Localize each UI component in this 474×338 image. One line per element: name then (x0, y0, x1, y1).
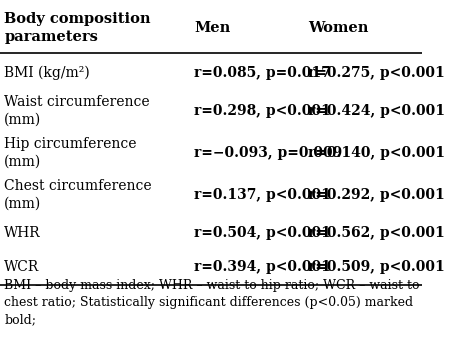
Text: r=0.137, p<0.001: r=0.137, p<0.001 (194, 188, 331, 201)
Text: BMI – body mass index; WHR – waist to hip ratio; WCR – waist to
chest ratio; Sta: BMI – body mass index; WHR – waist to hi… (4, 280, 419, 327)
Text: WHR: WHR (4, 226, 41, 240)
Text: Body composition
parameters: Body composition parameters (4, 12, 151, 44)
Text: r=0.298, p<0.001: r=0.298, p<0.001 (194, 104, 331, 118)
Text: Men: Men (194, 21, 230, 35)
Text: r=0.292, p<0.001: r=0.292, p<0.001 (308, 188, 445, 201)
Text: r=0.085, p=0.017: r=0.085, p=0.017 (194, 66, 331, 80)
Text: WCR: WCR (4, 260, 39, 274)
Text: Waist circumference
(mm): Waist circumference (mm) (4, 95, 150, 126)
Text: Women: Women (308, 21, 369, 35)
Text: Chest circumference
(mm): Chest circumference (mm) (4, 179, 152, 210)
Text: Hip circumference
(mm): Hip circumference (mm) (4, 137, 137, 168)
Text: r=0.140, p<0.001: r=0.140, p<0.001 (308, 146, 445, 160)
Text: r=0.504, p<0.001: r=0.504, p<0.001 (194, 226, 331, 240)
Text: BMI (kg/m²): BMI (kg/m²) (4, 66, 90, 80)
Text: r=0.424, p<0.001: r=0.424, p<0.001 (308, 104, 445, 118)
Text: r=0.394, p<0.001: r=0.394, p<0.001 (194, 260, 331, 274)
Text: r=0.509, p<0.001: r=0.509, p<0.001 (308, 260, 445, 274)
Text: r=0.562, p<0.001: r=0.562, p<0.001 (308, 226, 445, 240)
Text: r=0.275, p<0.001: r=0.275, p<0.001 (308, 66, 445, 80)
Text: r=−0.093, p=0.009: r=−0.093, p=0.009 (194, 146, 342, 160)
